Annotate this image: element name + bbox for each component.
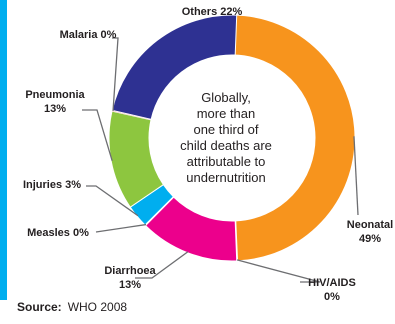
leader-line-injuries [86, 185, 139, 217]
center-text-line: undernutrition [186, 170, 266, 185]
source-note: Source: WHO 2008 [17, 300, 127, 314]
source-text: WHO 2008 [67, 300, 128, 314]
slice-others [111, 14, 238, 120]
label-measles: Measles 0% [27, 227, 89, 239]
label-neonatal: Neonatal 49% [347, 219, 393, 245]
accent-bar [0, 0, 7, 300]
label-injuries: Injuries 3% [23, 179, 81, 191]
center-text-line: more than [197, 106, 256, 121]
center-text-line: attributable to [187, 154, 266, 169]
label-diarrhoea: Diarrhoea 13% [104, 265, 156, 291]
center-text-line: Globally, [201, 90, 251, 105]
source-label: Source: [17, 300, 62, 314]
center-text-line: one third of [193, 122, 258, 137]
slice-neonatal [232, 14, 356, 262]
leader-line-malaria [112, 37, 119, 112]
label-malaria: Malaria 0% [60, 29, 117, 41]
leader-line-neonatal [353, 136, 359, 216]
leader-line-hiv-aids [236, 259, 321, 283]
label-others: Others 22% [182, 6, 243, 18]
leader-line-measles [95, 223, 147, 233]
label-hiv-aids: HIV/AIDS 0% [308, 277, 356, 303]
label-pneumonia: Pneumonia 13% [25, 89, 85, 115]
center-text-line: child deaths are [180, 138, 272, 153]
leader-line-diarrhoea [135, 251, 189, 279]
leader-line-pneumonia [82, 109, 113, 162]
